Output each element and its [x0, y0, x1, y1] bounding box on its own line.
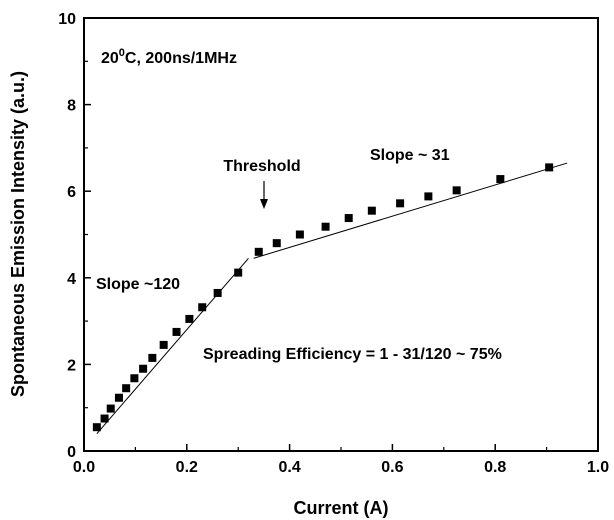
data-point: [122, 384, 131, 393]
plot-area: [83, 17, 599, 452]
data-point: [452, 186, 461, 195]
conditions-degree: 0: [119, 47, 125, 59]
data-point: [92, 423, 101, 432]
fit-line: [96, 257, 249, 435]
slope-high-annotation: Slope ~ 31: [370, 147, 450, 164]
y-tick-label: 4: [67, 271, 76, 288]
data-point: [159, 340, 168, 349]
data-point: [130, 374, 139, 383]
x-tick-label: 0.8: [484, 459, 506, 476]
data-point: [213, 288, 222, 297]
data-point: [295, 230, 304, 239]
data-point: [234, 268, 243, 277]
data-point: [106, 404, 115, 413]
data-point: [139, 364, 148, 373]
x-tick-label: 0.6: [381, 459, 403, 476]
data-point: [172, 327, 181, 336]
y-axis-ticks: 0 2 4 6 8 10: [58, 11, 91, 461]
data-point: [185, 314, 194, 323]
x-tick-label: 0.0: [73, 459, 95, 476]
data-point: [148, 353, 157, 362]
data-points: [92, 163, 554, 432]
y-tick-label: 6: [67, 184, 76, 201]
data-point: [496, 175, 505, 184]
conditions-temp: 20: [101, 50, 119, 67]
data-point: [396, 199, 405, 208]
conditions-annotation: 200C, 200ns/1MHz: [101, 47, 237, 67]
x-tick-label: 1.0: [587, 459, 609, 476]
y-tick-label: 0: [67, 444, 76, 461]
threshold-arrow: [260, 181, 268, 209]
data-point: [321, 222, 330, 231]
y-tick-label: 10: [58, 11, 76, 28]
fit-line: [253, 162, 568, 259]
data-point: [344, 214, 353, 223]
data-point: [367, 206, 376, 215]
slope-low-annotation: Slope ~120: [96, 276, 180, 293]
data-point: [198, 303, 207, 312]
x-axis-ticks: 0.0 0.2 0.4 0.6 0.8 1.0: [73, 444, 609, 476]
data-point: [545, 163, 554, 172]
threshold-annotation: Threshold: [223, 158, 300, 175]
x-axis-label: Current (A): [294, 498, 389, 518]
data-point: [424, 192, 433, 201]
data-point: [254, 247, 263, 256]
x-tick-label: 0.4: [278, 459, 300, 476]
data-point: [100, 414, 109, 423]
data-point: [114, 393, 123, 402]
fit-lines: [96, 162, 568, 435]
data-point: [272, 239, 281, 248]
efficiency-annotation: Spreading Efficiency = 1 - 31/120 ~ 75%: [203, 346, 502, 363]
y-tick-label: 2: [67, 357, 76, 374]
y-tick-label: 8: [67, 98, 76, 115]
y-axis-label: Spontaneous Emission Intensity (a.u.): [8, 71, 28, 397]
conditions-rest: C, 200ns/1MHz: [125, 50, 237, 67]
x-tick-label: 0.2: [176, 459, 198, 476]
